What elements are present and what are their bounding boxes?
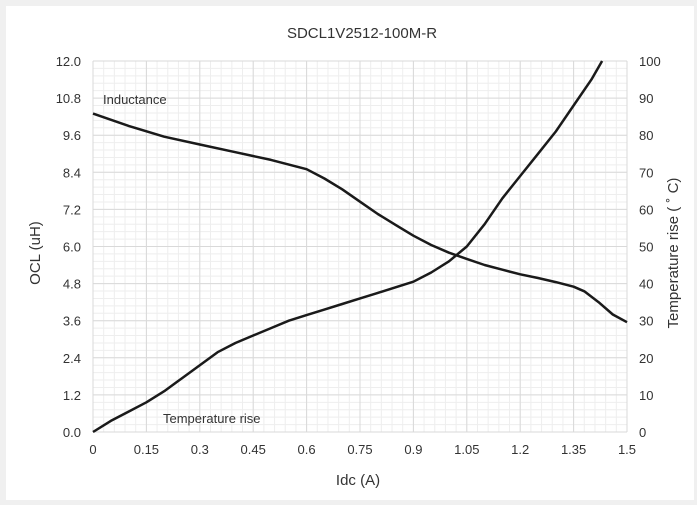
y-left-tick-label: 7.2 — [63, 202, 81, 217]
x-axis-label: Idc (A) — [336, 472, 380, 489]
x-tick-label: 0.6 — [298, 442, 316, 457]
y-right-tick-label: 80 — [639, 128, 653, 143]
grid — [92, 60, 628, 433]
y-right-axis-ticks: 0 10 20 30 40 50 60 70 80 90 100 — [639, 54, 661, 440]
x-tick-label: 1.5 — [618, 442, 636, 457]
x-tick-label: 0.3 — [191, 442, 209, 457]
y-left-tick-label: 10.8 — [56, 91, 81, 106]
x-axis-ticks: 0 0.15 0.3 0.45 0.6 0.75 0.9 1.05 1.2 1.35 1.5 — [89, 442, 636, 457]
x-tick-label: 0 — [89, 442, 96, 457]
y-left-axis-ticks: 0.0 1.2 2.4 3.6 4.8 6.0 7.2 8.4 9.6 10.8 12.0 — [56, 54, 81, 440]
chart-panel: SDCL1V2512-100M-R 0 0.15 0.3 0.45 0.6 0.75 0.9… — [6, 6, 694, 500]
series-line-inductance — [92, 112, 628, 324]
y-left-tick-label: 4.8 — [63, 277, 81, 292]
series-lines — [92, 60, 628, 434]
series-label-inductance: Inductance — [103, 92, 167, 107]
y-left-tick-label: 12.0 — [56, 54, 81, 69]
y-right-tick-label: 60 — [639, 202, 653, 217]
y-left-tick-label: 8.4 — [63, 165, 81, 180]
x-tick-label: 1.35 — [561, 442, 586, 457]
y-left-tick-label: 9.6 — [63, 128, 81, 143]
y-left-tick-label: 0.0 — [63, 425, 81, 440]
y-right-tick-label: 90 — [639, 91, 653, 106]
y-left-tick-label: 1.2 — [63, 388, 81, 403]
x-tick-label: 1.05 — [454, 442, 479, 457]
x-tick-label: 0.45 — [241, 442, 266, 457]
inductance-temperature-chart: SDCL1V2512-100M-R 0 0.15 0.3 0.45 0.6 0.75 0.9… — [27, 25, 682, 489]
y-right-tick-label: 70 — [639, 165, 653, 180]
y-right-tick-label: 20 — [639, 351, 653, 366]
series-line-temperature-rise — [92, 60, 604, 434]
y-left-tick-label: 6.0 — [63, 240, 81, 255]
y-right-tick-label: 30 — [639, 314, 653, 329]
series-label-temperature-rise: Temperature rise — [163, 411, 261, 426]
y-left-tick-label: 3.6 — [63, 314, 81, 329]
y-right-tick-label: 0 — [639, 425, 646, 440]
x-tick-label: 0.9 — [404, 442, 422, 457]
y-left-tick-label: 2.4 — [63, 351, 81, 366]
y-right-axis-label: Temperature rise ( ˚ C) — [665, 178, 682, 329]
y-right-tick-label: 40 — [639, 277, 653, 292]
y-right-tick-label: 100 — [639, 54, 661, 69]
y-left-axis-label: OCL (uH) — [27, 221, 44, 285]
series-labels: Inductance Temperature rise — [103, 92, 261, 426]
x-tick-label: 1.2 — [511, 442, 529, 457]
y-right-tick-label: 50 — [639, 240, 653, 255]
x-tick-label: 0.15 — [134, 442, 159, 457]
chart-title: SDCL1V2512-100M-R — [287, 25, 437, 42]
x-tick-label: 0.75 — [347, 442, 372, 457]
y-right-tick-label: 10 — [639, 388, 653, 403]
